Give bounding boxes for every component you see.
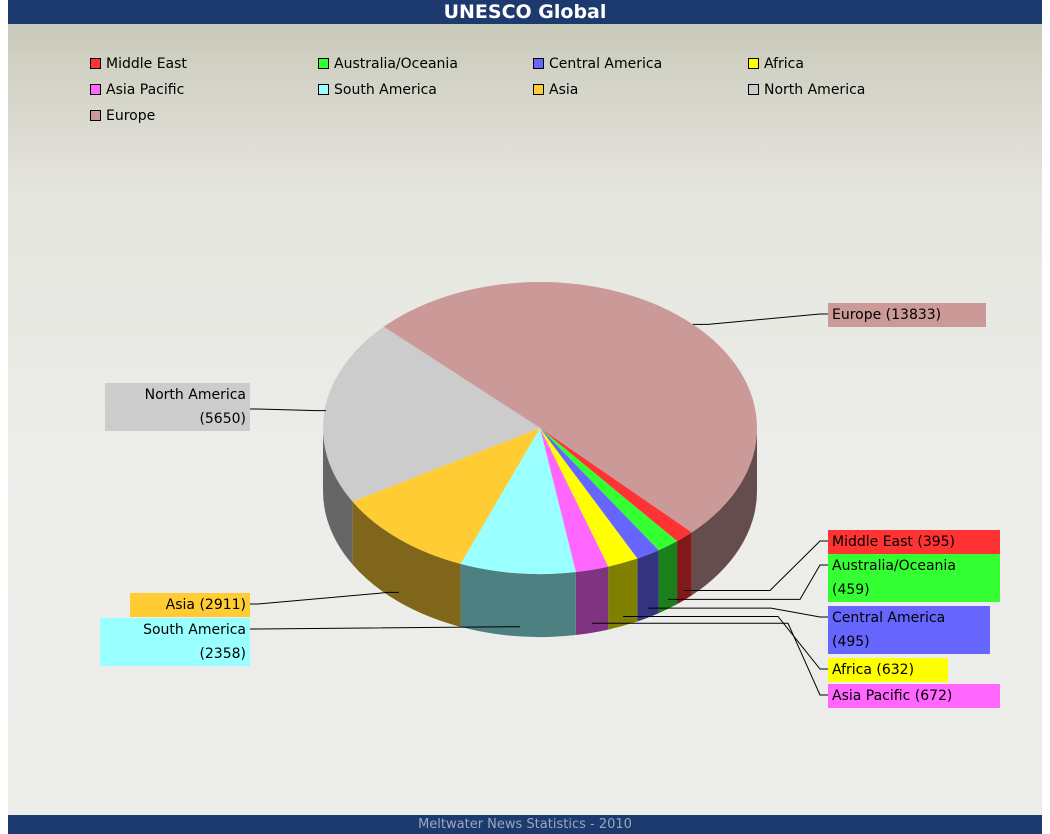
leader-line <box>250 626 520 630</box>
legend-item: Central America <box>533 56 662 72</box>
legend-item: Asia Pacific <box>90 82 184 98</box>
data-label: Asia (2911) <box>130 593 250 617</box>
data-label: Middle East (395) <box>828 530 1000 554</box>
leader-line <box>250 408 326 412</box>
leader-line <box>250 591 399 605</box>
legend-item: North America <box>748 82 865 98</box>
slice-side <box>608 558 638 630</box>
legend-item: Asia <box>533 82 578 98</box>
slice-side <box>637 550 659 622</box>
data-label: South America (2358) <box>100 618 250 666</box>
pie-slice <box>323 326 540 502</box>
legend-swatch <box>90 84 101 95</box>
data-label: North America (5650) <box>105 383 250 431</box>
legend-item: Middle East <box>90 56 187 72</box>
footer: Meltwater News Statistics - 2010 <box>8 815 1042 834</box>
legend-swatch <box>748 84 759 95</box>
slice-side <box>352 501 461 627</box>
leader-line <box>692 313 828 325</box>
chart: UNESCO Global Meltwater News Statistics … <box>8 0 1042 834</box>
legend-label: South America <box>334 82 437 98</box>
leader-line <box>623 615 828 670</box>
legend-label: Europe <box>106 108 156 124</box>
legend-swatch <box>533 84 544 95</box>
pie-slice <box>540 428 659 559</box>
legend-label: Africa <box>764 56 804 72</box>
legend-label: Asia <box>549 82 579 98</box>
slice-side <box>460 563 576 637</box>
slice-side <box>575 566 609 635</box>
legend-label: North America <box>764 82 866 98</box>
chart-title: UNESCO Global <box>8 0 1042 24</box>
leader-line <box>648 607 828 618</box>
legend-swatch <box>748 58 759 69</box>
pie-slice <box>540 428 638 567</box>
slice-side <box>658 541 678 614</box>
pie-area <box>250 281 828 696</box>
data-label: Central America (495) <box>828 606 990 654</box>
slice-side <box>323 428 353 565</box>
legend-item: South America <box>318 82 437 98</box>
legend-swatch <box>90 110 101 121</box>
data-label: Australia/Oceania (459) <box>828 554 1000 602</box>
legend-label: Australia/Oceania <box>334 56 458 72</box>
data-label: Europe (13833) <box>828 303 986 327</box>
legend-swatch <box>318 84 329 95</box>
pie-slice <box>540 428 678 551</box>
legend-item: Europe <box>90 108 155 124</box>
legend-label: Asia Pacific <box>106 82 185 98</box>
leader-line <box>684 540 828 591</box>
leader-line <box>668 564 828 600</box>
pie-slice <box>460 428 576 574</box>
legend-item: Africa <box>748 56 804 72</box>
legend-swatch <box>318 58 329 69</box>
legend-item: Australia/Oceania <box>318 56 458 72</box>
slice-side <box>691 428 757 596</box>
pie-slice <box>383 281 758 533</box>
pie-slice <box>352 428 540 564</box>
data-label: Africa (632) <box>828 658 948 682</box>
legend-label: Central America <box>549 56 663 72</box>
pie-slice <box>540 428 692 542</box>
pie-slice <box>540 428 609 572</box>
slice-side <box>677 532 692 605</box>
legend-swatch <box>90 58 101 69</box>
leader-line <box>592 622 828 696</box>
data-label: Asia Pacific (672) <box>828 684 1000 708</box>
legend-swatch <box>533 58 544 69</box>
legend-label: Middle East <box>106 56 187 72</box>
